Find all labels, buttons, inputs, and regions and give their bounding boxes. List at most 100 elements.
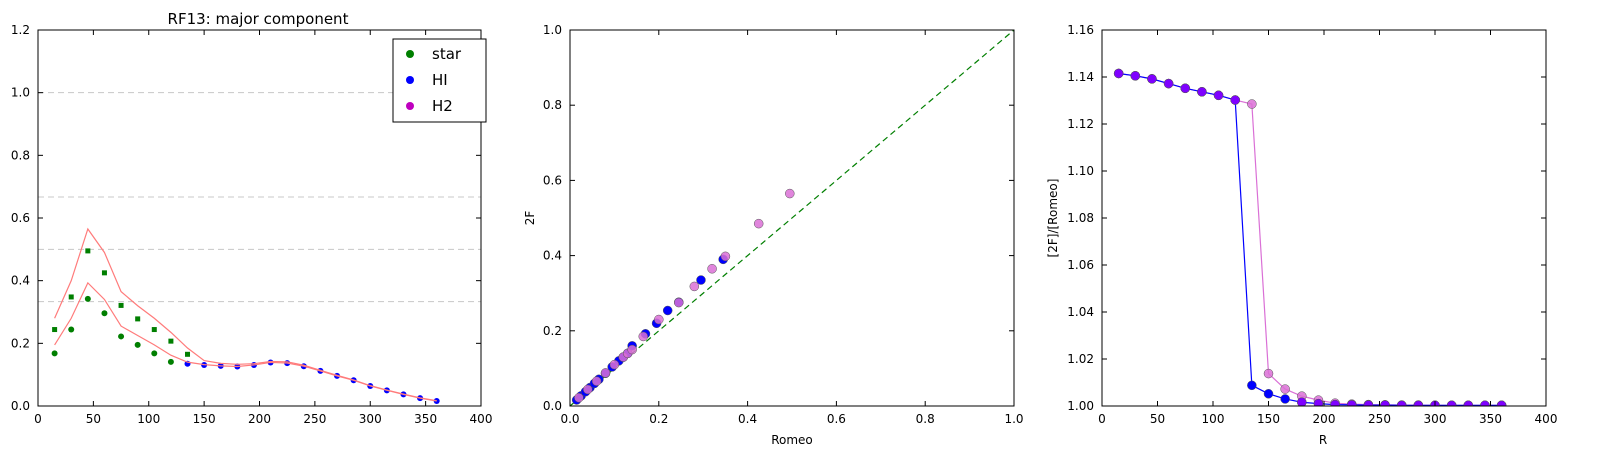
- data-point: [1413, 400, 1424, 406]
- y-tick-label: 0.4: [543, 249, 562, 263]
- data-point: [720, 251, 731, 262]
- data-point: [1230, 95, 1240, 105]
- y-tick-label: 1.06: [1067, 258, 1094, 272]
- legend-marker-h2: [406, 102, 414, 110]
- data-point: [168, 338, 174, 344]
- y-tick-label: 1.16: [1067, 23, 1094, 37]
- y-tick-label: 0.6: [543, 173, 562, 187]
- x-tick-label: 200: [1313, 412, 1336, 426]
- data-point: [753, 218, 764, 229]
- data-point: [1396, 400, 1407, 406]
- x-tick-label: 0: [1098, 412, 1106, 426]
- data-point: [1330, 399, 1340, 406]
- x-tick-label: 50: [86, 412, 101, 426]
- x-tick-label: 150: [1257, 412, 1280, 426]
- y-tick-label: 1.0: [11, 86, 30, 100]
- data-point: [785, 188, 795, 199]
- data-point: [1163, 78, 1174, 89]
- data-point: [1463, 400, 1474, 406]
- legend: star HI H2: [392, 38, 487, 123]
- y-tick-label: 0.2: [11, 336, 30, 350]
- data-point: [1263, 389, 1274, 399]
- data-point: [1213, 90, 1224, 101]
- panel-rf13: RF13: major component 0 50 100 150 200 250 300…: [11, 10, 493, 426]
- data-point: [1380, 400, 1390, 406]
- data-point: [1197, 87, 1207, 97]
- y-tick-label: 0.4: [11, 274, 30, 288]
- y-tick-label: 1.2: [11, 23, 30, 37]
- data-point: [1263, 368, 1274, 379]
- data-point: [574, 392, 584, 403]
- data-point: [654, 314, 664, 325]
- x-tick-label: 300: [1424, 412, 1447, 426]
- y-tick-label: 0.0: [543, 399, 562, 413]
- data-point: [135, 316, 141, 322]
- data-point: [1113, 68, 1124, 79]
- data-point: [52, 327, 58, 333]
- y-tick-label: 0.8: [11, 148, 30, 162]
- x-tick-label: 50: [1150, 412, 1165, 426]
- data-point: [51, 350, 58, 357]
- x-tick-label: 0.6: [827, 412, 846, 426]
- y-tick-label: 1.12: [1067, 117, 1094, 131]
- x-tick-label: 200: [248, 412, 271, 426]
- data-point: [1280, 394, 1290, 404]
- legend-label-hi: HI: [432, 71, 448, 89]
- legend-label-h2: H2: [432, 97, 453, 115]
- data-point: [1297, 397, 1307, 406]
- data-point: [1130, 71, 1141, 81]
- x-axis-label: R: [1319, 433, 1327, 447]
- x-tick-label: 350: [1479, 412, 1502, 426]
- data-point: [609, 359, 620, 370]
- data-point: [185, 351, 191, 357]
- panel-2f-vs-romeo: Romeo 2F 0.0 0.2 0.4 0.6 0.8 1.0 0.0 0.2 0.4 0.6 0…: [523, 23, 1024, 447]
- x-tick-label: 0.8: [916, 412, 935, 426]
- panel-title: RF13: major component: [168, 10, 349, 28]
- data-point: [101, 310, 108, 317]
- x-tick-label: 0.0: [560, 412, 579, 426]
- data-point: [638, 331, 649, 342]
- data-point: [583, 384, 593, 395]
- y-tick-label: 1.02: [1067, 352, 1094, 366]
- series-line: [54, 227, 437, 402]
- x-tick-label: 250: [303, 412, 326, 426]
- data-point: [1247, 99, 1257, 109]
- legend-marker-hi: [406, 76, 414, 84]
- panel-ratio-vs-r: R [2F]/[Romeo] 0 50 100 150 200 250 300 350 400 1…: [1046, 23, 1557, 447]
- x-tick-label: 0.2: [649, 412, 668, 426]
- data-point: [627, 344, 637, 355]
- x-tick-label: 100: [137, 412, 160, 426]
- y-tick-label: 0.6: [11, 211, 30, 225]
- x-tick-label: 150: [193, 412, 216, 426]
- data-point: [1347, 400, 1357, 406]
- data-point: [151, 327, 157, 333]
- y-tick-label: 1.0: [543, 23, 562, 37]
- legend-label-star: star: [432, 45, 462, 63]
- data-point: [167, 358, 174, 365]
- x-tick-label: 350: [414, 412, 437, 426]
- x-axis-label: Romeo: [771, 433, 813, 447]
- y-tick-label: 1.10: [1067, 164, 1094, 178]
- y-tick-label: 0.2: [543, 324, 562, 338]
- data-point: [1496, 400, 1507, 406]
- plot-area: [1113, 68, 1507, 406]
- data-point: [674, 297, 684, 308]
- data-point: [1147, 74, 1157, 84]
- data-point: [1247, 380, 1257, 391]
- y-tick-label: 1.04: [1067, 305, 1094, 319]
- y-tick-label: 1.00: [1067, 399, 1094, 413]
- data-point: [68, 326, 75, 333]
- x-tick-label: 400: [470, 412, 493, 426]
- data-point: [118, 302, 124, 308]
- x-tick-label: 0.4: [738, 412, 757, 426]
- data-point: [1180, 83, 1190, 94]
- x-tick-label: 1.0: [1004, 412, 1023, 426]
- data-point: [662, 305, 673, 316]
- data-point: [1446, 400, 1457, 406]
- data-point: [1480, 400, 1490, 406]
- y-axis-label: [2F]/[Romeo]: [1046, 179, 1060, 258]
- data-point: [101, 270, 107, 276]
- series-line: [570, 30, 1014, 406]
- y-tick-label: 1.14: [1067, 70, 1094, 84]
